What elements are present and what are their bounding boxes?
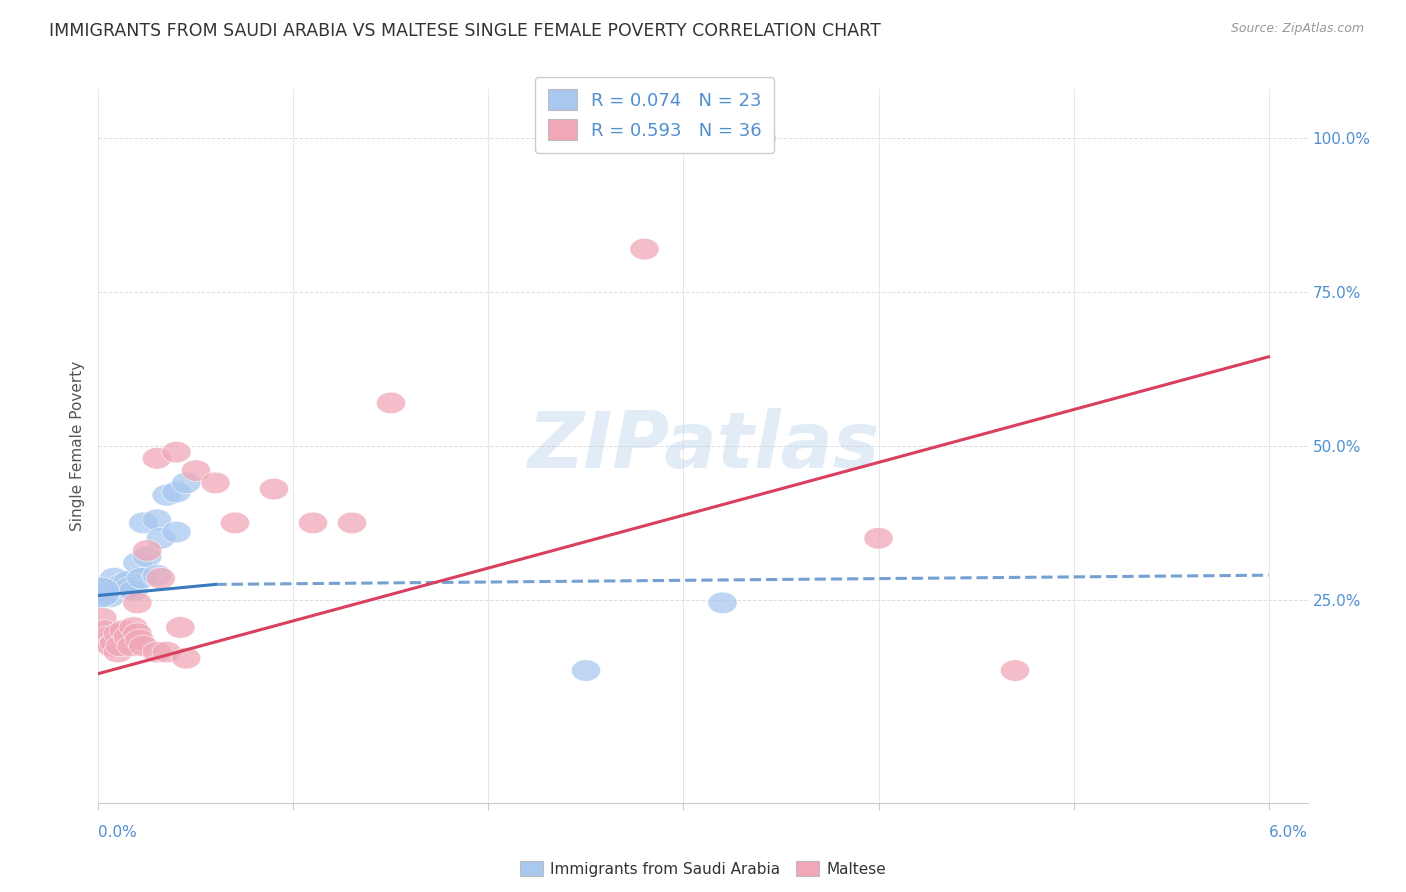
Ellipse shape — [132, 546, 162, 567]
Ellipse shape — [112, 571, 142, 592]
Ellipse shape — [129, 635, 157, 657]
Ellipse shape — [181, 460, 211, 482]
Ellipse shape — [112, 626, 142, 648]
Ellipse shape — [132, 540, 162, 561]
Ellipse shape — [117, 635, 146, 657]
Legend: R = 0.074   N = 23, R = 0.593   N = 36: R = 0.074 N = 23, R = 0.593 N = 36 — [536, 77, 775, 153]
Ellipse shape — [107, 574, 136, 595]
Ellipse shape — [97, 635, 127, 657]
Ellipse shape — [110, 577, 138, 599]
Ellipse shape — [166, 616, 195, 639]
Y-axis label: Single Female Poverty: Single Female Poverty — [69, 361, 84, 531]
Legend: Immigrants from Saudi Arabia, Maltese: Immigrants from Saudi Arabia, Maltese — [512, 853, 894, 884]
Ellipse shape — [377, 392, 405, 414]
Ellipse shape — [115, 577, 145, 599]
Ellipse shape — [105, 635, 135, 657]
Ellipse shape — [103, 577, 132, 599]
Ellipse shape — [172, 472, 201, 493]
Ellipse shape — [162, 442, 191, 463]
Ellipse shape — [96, 586, 125, 607]
Text: ZIPatlas: ZIPatlas — [527, 408, 879, 484]
Ellipse shape — [707, 592, 737, 614]
Ellipse shape — [87, 607, 117, 629]
Text: 0.0%: 0.0% — [98, 825, 138, 840]
Ellipse shape — [120, 580, 148, 601]
Ellipse shape — [100, 632, 129, 654]
Ellipse shape — [298, 512, 328, 533]
Ellipse shape — [142, 448, 172, 469]
Ellipse shape — [172, 648, 201, 669]
Ellipse shape — [110, 620, 138, 641]
Ellipse shape — [146, 567, 176, 589]
Ellipse shape — [122, 623, 152, 644]
Ellipse shape — [863, 527, 893, 549]
Ellipse shape — [221, 512, 250, 533]
Text: 6.0%: 6.0% — [1268, 825, 1308, 840]
Ellipse shape — [259, 478, 288, 500]
Ellipse shape — [91, 582, 121, 605]
Ellipse shape — [142, 565, 172, 586]
Ellipse shape — [146, 527, 176, 549]
Ellipse shape — [96, 635, 125, 657]
Ellipse shape — [127, 567, 156, 589]
Ellipse shape — [103, 623, 132, 644]
Ellipse shape — [571, 660, 600, 681]
Ellipse shape — [337, 512, 367, 533]
Ellipse shape — [152, 484, 181, 506]
Ellipse shape — [90, 620, 120, 641]
Ellipse shape — [152, 641, 181, 663]
Ellipse shape — [122, 552, 152, 574]
Ellipse shape — [120, 616, 148, 639]
Ellipse shape — [94, 626, 122, 648]
Ellipse shape — [142, 509, 172, 531]
Ellipse shape — [129, 512, 157, 533]
Ellipse shape — [162, 482, 191, 503]
Ellipse shape — [103, 641, 132, 663]
Text: IMMIGRANTS FROM SAUDI ARABIA VS MALTESE SINGLE FEMALE POVERTY CORRELATION CHART: IMMIGRANTS FROM SAUDI ARABIA VS MALTESE … — [49, 22, 882, 40]
Ellipse shape — [100, 567, 129, 589]
Ellipse shape — [87, 580, 117, 601]
Ellipse shape — [82, 577, 120, 607]
Ellipse shape — [162, 521, 191, 543]
Text: Source: ZipAtlas.com: Source: ZipAtlas.com — [1230, 22, 1364, 36]
Ellipse shape — [201, 472, 231, 493]
Ellipse shape — [1001, 660, 1029, 681]
Ellipse shape — [122, 592, 152, 614]
Ellipse shape — [142, 641, 172, 663]
Ellipse shape — [125, 629, 155, 650]
Ellipse shape — [630, 238, 659, 260]
Ellipse shape — [747, 128, 776, 149]
